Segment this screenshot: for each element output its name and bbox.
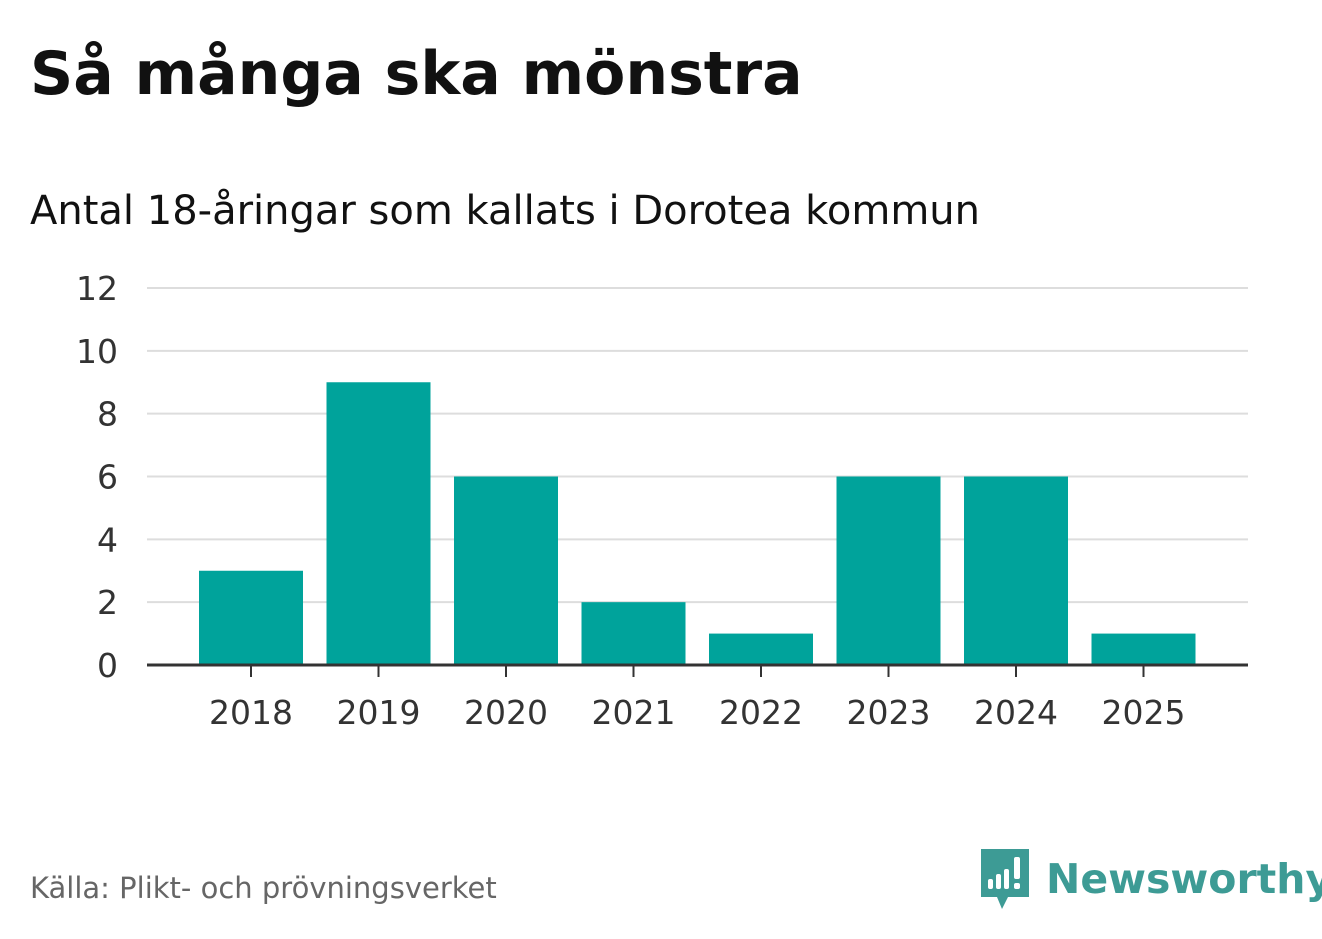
y-tick-label: 6: [97, 458, 118, 497]
bar-2019: [326, 382, 431, 665]
y-tick-label: 2: [97, 583, 118, 622]
y-tick-label: 4: [97, 520, 118, 559]
bars: [199, 382, 1196, 665]
bar-2023: [836, 476, 941, 665]
y-tick-label: 8: [97, 395, 118, 434]
brand-logo: Newsworthy: [978, 846, 1322, 912]
newsworthy-logo-icon: [981, 849, 1029, 909]
x-tick-label: 2019: [337, 693, 421, 732]
x-tick-label: 2023: [847, 693, 931, 732]
x-tick-label: 2025: [1102, 693, 1186, 732]
y-tick-label: 10: [76, 332, 118, 371]
y-tick-label: 12: [76, 269, 118, 308]
bar-2024: [964, 476, 1068, 665]
chart-subtitle: Antal 18-åringar som kallats i Dorotea k…: [30, 188, 980, 234]
x-tick-label: 2018: [209, 693, 293, 732]
x-tick-label: 2020: [464, 693, 548, 732]
x-tick-label: 2024: [974, 693, 1058, 732]
bar-2018: [199, 570, 303, 665]
source-note: Källa: Plikt- och prövningsverket: [30, 871, 497, 905]
x-axis-ticks: 2018 2019 2020 2021 2022 2023 2024 2025: [209, 665, 1185, 732]
x-tick-label: 2022: [719, 693, 803, 732]
bar-2020: [454, 476, 558, 665]
y-axis-ticks: 0 2 4 6 8 10 12: [76, 269, 118, 685]
bar-2022: [709, 633, 813, 665]
brand-name: Newsworthy: [1046, 855, 1322, 903]
bar-2021: [581, 602, 686, 665]
chart-title: Så många ska mönstra: [30, 39, 803, 109]
y-tick-label: 0: [97, 646, 118, 685]
bar-2025: [1091, 633, 1196, 665]
x-tick-label: 2021: [592, 693, 676, 732]
gridlines: [147, 287, 1248, 604]
